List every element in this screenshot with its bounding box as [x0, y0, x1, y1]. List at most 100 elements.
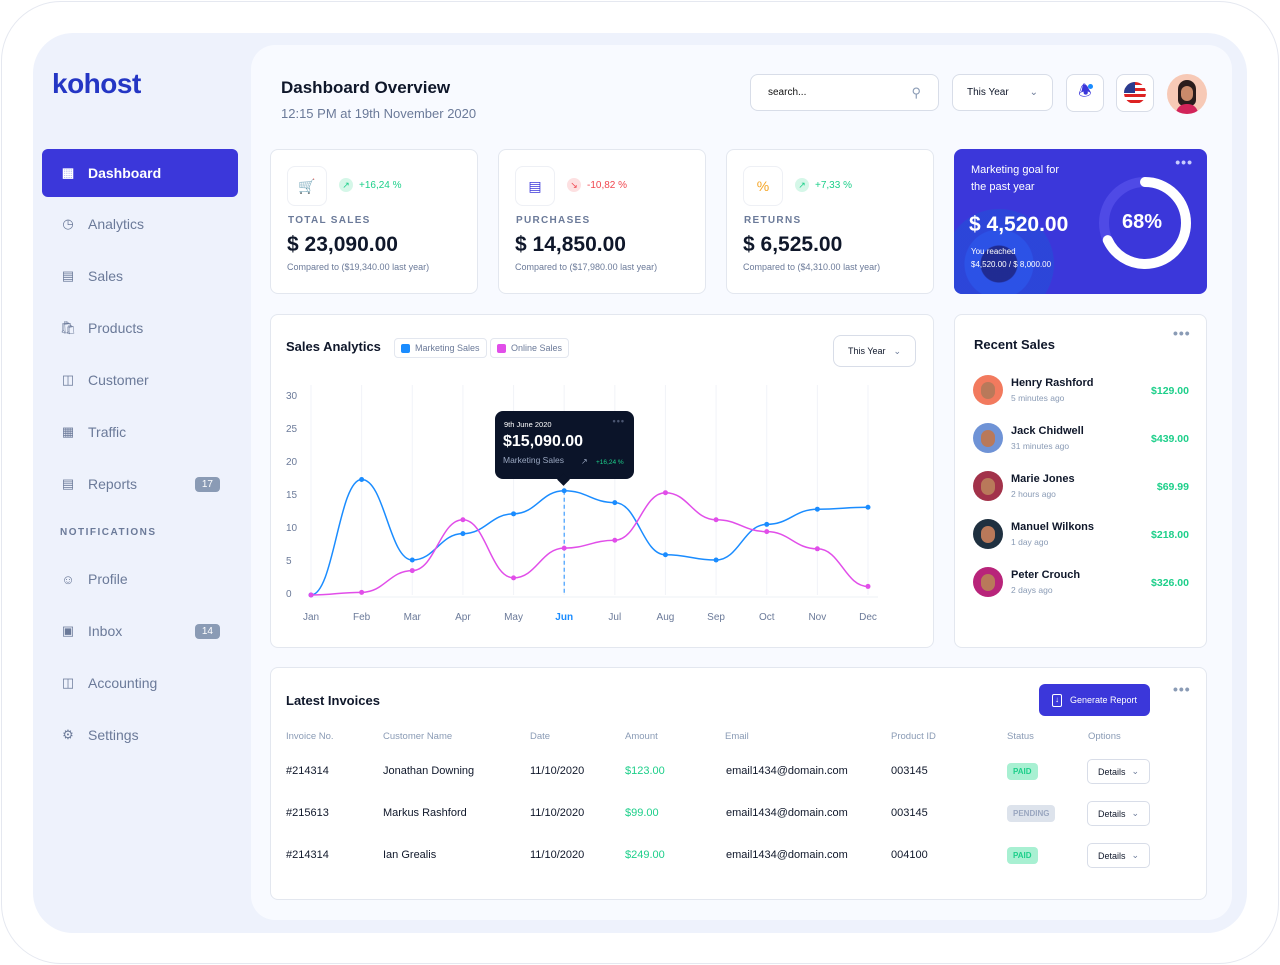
- y-tick-label: 10: [286, 523, 298, 534]
- sidebar-item-accounting[interactable]: ◫ Accounting: [42, 659, 238, 707]
- data-point[interactable]: [359, 477, 365, 482]
- sidebar-item-label: Traffic: [88, 424, 127, 440]
- data-point[interactable]: [814, 546, 820, 552]
- generate-report-button[interactable]: ↓ Generate Report: [1039, 684, 1150, 716]
- stat-comparison: Compared to ($17,980.00 last year): [515, 262, 658, 272]
- legend-marketing[interactable]: Marketing Sales: [394, 338, 487, 358]
- cell-date: 11/10/2020: [530, 849, 585, 861]
- details-dropdown[interactable]: Details ⌄: [1087, 801, 1150, 826]
- chevron-down-icon: ⌄: [1131, 850, 1139, 860]
- data-point[interactable]: [409, 557, 415, 563]
- sidebar-item-traffic[interactable]: ▦ Traffic: [42, 408, 238, 456]
- notification-dot: [1088, 84, 1093, 89]
- section-label: NOTIFICATIONS: [60, 527, 157, 538]
- cell-name: Ian Grealis: [383, 849, 437, 861]
- more-options-icon[interactable]: •••: [1173, 681, 1191, 697]
- status-badge: PAID: [1007, 763, 1038, 780]
- cell-name: Markus Rashford: [383, 807, 467, 819]
- search-placeholder: search...: [768, 87, 807, 98]
- data-point[interactable]: [409, 568, 415, 574]
- data-point[interactable]: [561, 488, 567, 494]
- sidebar-item-analytics[interactable]: ◷ Analytics: [42, 200, 238, 248]
- sidebar-item-sales[interactable]: ▤ Sales: [42, 252, 238, 300]
- cell-name: Jonathan Downing: [383, 765, 475, 777]
- data-point[interactable]: [511, 575, 517, 581]
- x-tick-label: Apr: [455, 612, 471, 623]
- page-subtitle: 12:15 PM at 19th November 2020: [281, 106, 477, 121]
- cell-amount: $123.00: [625, 765, 665, 777]
- search-input[interactable]: search... ⚲: [750, 74, 939, 111]
- sidebar-item-label: Reports: [88, 476, 138, 492]
- recent-sale-item[interactable]: Jack Chidwell 31 minutes ago $439.00: [973, 423, 1193, 455]
- briefcase-icon: ◫: [61, 372, 75, 387]
- recent-sale-item[interactable]: Marie Jones 2 hours ago $69.99: [973, 471, 1193, 503]
- recent-sale-item[interactable]: Manuel Wilkons 1 day ago $218.00: [973, 519, 1193, 551]
- column-header: Amount: [625, 731, 658, 742]
- recent-sale-item[interactable]: Peter Crouch 2 days ago $326.00: [973, 567, 1193, 599]
- legend-online[interactable]: Online Sales: [490, 338, 570, 358]
- us-flag-icon: [1124, 82, 1146, 104]
- page-title: Dashboard Overview: [281, 78, 451, 97]
- period-select[interactable]: This Year ⌄: [952, 74, 1053, 111]
- sidebar-item-customer[interactable]: ◫ Customer: [42, 356, 238, 404]
- analytics-period-select[interactable]: This Year ⌄: [833, 335, 916, 367]
- data-point[interactable]: [764, 529, 770, 535]
- data-point[interactable]: [359, 589, 365, 595]
- more-options-icon[interactable]: •••: [612, 416, 625, 426]
- more-options-icon[interactable]: •••: [1173, 325, 1191, 341]
- sidebar-item-dashboard[interactable]: ▦ Dashboard: [42, 149, 238, 197]
- cell-email: email1434@domain.com: [726, 807, 848, 819]
- inbox-icon: ▣: [61, 623, 75, 638]
- recent-sale-item[interactable]: Henry Rashford 5 minutes ago $129.00: [973, 375, 1193, 407]
- sale-amount: $439.00: [1151, 433, 1189, 445]
- cell-no: #214314: [286, 849, 329, 861]
- x-tick-label: Sep: [707, 612, 725, 623]
- data-point[interactable]: [865, 583, 871, 589]
- document-icon: ▤: [61, 476, 75, 491]
- data-point[interactable]: [561, 545, 567, 551]
- goal-title: Marketing goal for the past year: [971, 164, 1060, 193]
- data-point[interactable]: [713, 557, 719, 563]
- x-tick-label: Jan: [302, 612, 320, 623]
- data-point[interactable]: [460, 531, 466, 537]
- wallet-icon: ▤: [61, 268, 75, 283]
- notifications-button[interactable]: 🕭: [1066, 74, 1104, 112]
- data-point[interactable]: [308, 592, 314, 598]
- y-tick-label: 20: [286, 457, 298, 468]
- data-point[interactable]: [865, 504, 871, 510]
- customer-name: Jack Chidwell: [1011, 425, 1084, 437]
- sale-amount: $218.00: [1151, 529, 1189, 541]
- bag-icon: 🛍: [59, 320, 77, 335]
- language-button[interactable]: [1116, 74, 1154, 112]
- data-point[interactable]: [511, 511, 517, 517]
- details-dropdown[interactable]: Details ⌄: [1087, 759, 1150, 784]
- stat-card-returns: % ↗ +7,33 % RETURNS $ 6,525.00 Compared t…: [726, 149, 934, 294]
- details-dropdown[interactable]: Details ⌄: [1087, 843, 1150, 868]
- tooltip-value: $15,090.00: [503, 433, 584, 450]
- sidebar-item-inbox[interactable]: ▣ Inbox 14: [42, 607, 238, 655]
- invoices-title: Latest Invoices: [286, 693, 380, 708]
- y-tick-label: 15: [286, 490, 298, 501]
- sidebar-item-settings[interactable]: ⚙ Settings: [42, 711, 238, 759]
- sidebar-item-profile[interactable]: ☺ Profile: [42, 555, 238, 603]
- data-point[interactable]: [612, 500, 618, 506]
- data-point[interactable]: [612, 537, 618, 543]
- x-tick-label: May: [504, 612, 523, 623]
- x-tick-label: Jun: [555, 612, 574, 623]
- data-point[interactable]: [814, 506, 820, 512]
- data-point[interactable]: [764, 521, 770, 527]
- data-point[interactable]: [460, 517, 466, 523]
- user-avatar[interactable]: [1167, 74, 1207, 114]
- data-point[interactable]: [662, 552, 668, 558]
- cell-amount: $249.00: [625, 849, 665, 861]
- data-point[interactable]: [713, 517, 719, 523]
- series-line-0: [310, 478, 869, 596]
- period-value: This Year: [848, 346, 886, 356]
- sidebar-item-label: Dashboard: [88, 165, 162, 181]
- customer-avatar: [973, 471, 1003, 501]
- data-point[interactable]: [662, 490, 668, 496]
- stat-card-purchases: ▤ ↘ -10,82 % PURCHASES $ 14,850.00 Compar…: [498, 149, 706, 294]
- sidebar-item-products[interactable]: 🛍 Products: [42, 304, 238, 352]
- sidebar-item-reports[interactable]: ▤ Reports 17: [42, 460, 238, 508]
- x-tick-label: Jul: [608, 612, 622, 623]
